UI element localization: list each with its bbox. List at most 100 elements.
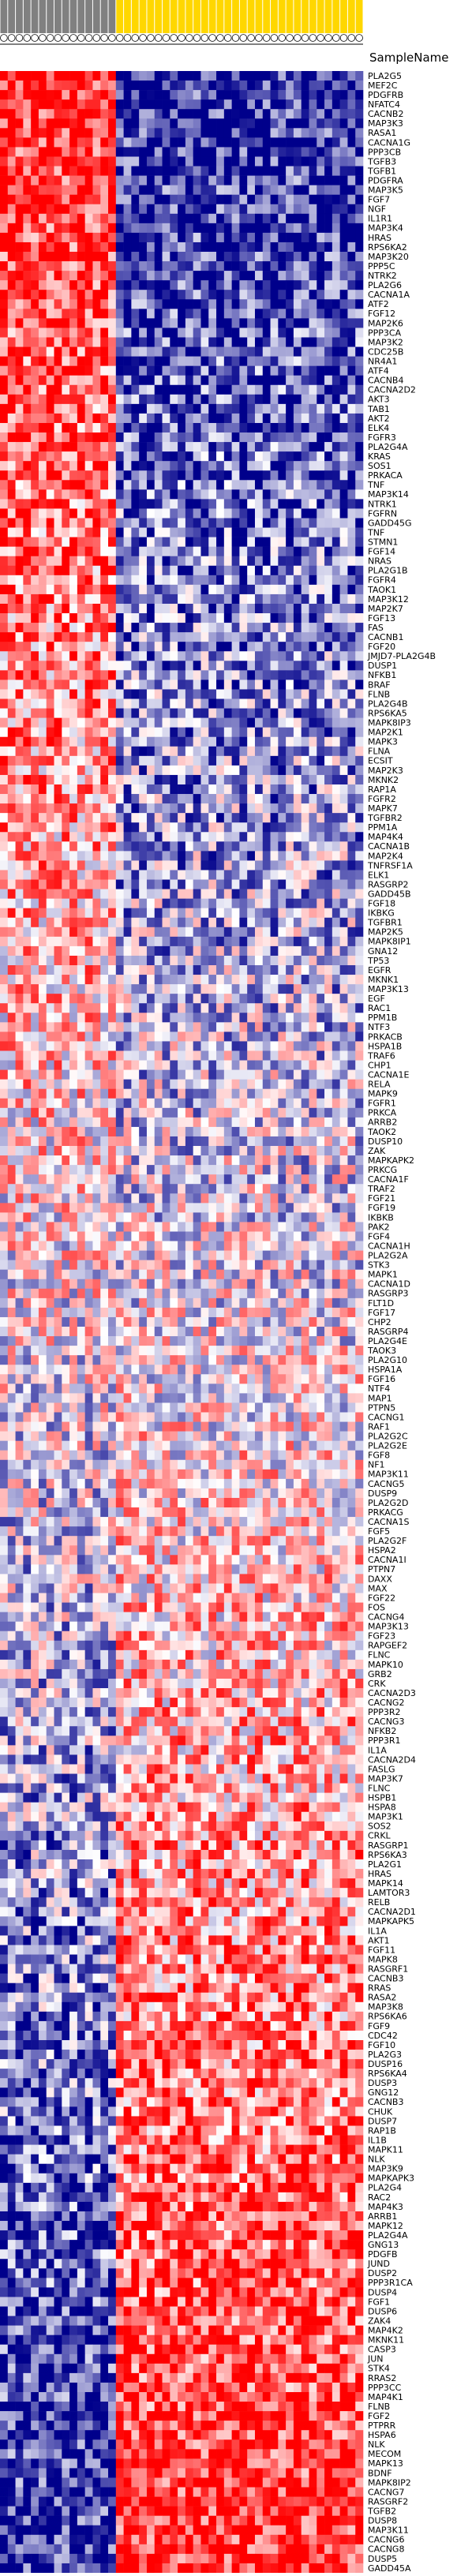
heatmap-cell <box>16 118 24 128</box>
heatmap-cell <box>139 537 147 547</box>
heatmap-cell <box>85 214 93 223</box>
heatmap-cell <box>139 395 147 404</box>
heatmap-cell <box>62 328 69 337</box>
heatmap-cell <box>208 252 216 261</box>
heatmap-cell <box>170 575 178 585</box>
heatmap-cell <box>77 432 85 442</box>
heatmap-cell <box>77 451 85 461</box>
heatmap-cell <box>263 594 271 604</box>
heatmap-cell <box>317 822 324 832</box>
heatmap-cell <box>47 851 54 860</box>
heatmap-cell <box>16 1050 24 1060</box>
heatmap-cell <box>69 670 77 680</box>
heatmap-cell <box>224 118 232 128</box>
heatmap-cell <box>139 290 147 299</box>
heatmap-cell <box>31 556 39 566</box>
heatmap-cell <box>62 556 69 566</box>
heatmap-cell <box>224 1022 232 1032</box>
heatmap-cell <box>247 290 255 299</box>
heatmap-cell <box>271 337 279 346</box>
heatmap-cell <box>77 718 85 728</box>
heatmap-cell <box>77 918 85 927</box>
heatmap-cell <box>286 233 294 242</box>
heatmap-cell <box>347 613 355 623</box>
heatmap-cell <box>108 109 116 118</box>
heatmap-cell <box>232 699 240 709</box>
heatmap-cell <box>247 946 255 956</box>
heatmap-cell <box>302 794 309 803</box>
heatmap-cell <box>347 984 355 994</box>
heatmap-cell <box>92 223 100 233</box>
heatmap-cell <box>170 1013 178 1022</box>
heatmap-cell <box>124 357 132 366</box>
heatmap-cell <box>216 499 224 508</box>
heatmap-cell <box>208 880 216 889</box>
heatmap-cell <box>286 566 294 575</box>
heatmap-cell <box>355 204 363 214</box>
heatmap-cell <box>124 889 132 899</box>
heatmap-cell <box>309 357 317 366</box>
heatmap-cell <box>131 841 139 851</box>
heatmap-cell <box>239 975 247 984</box>
heatmap-cell <box>224 176 232 185</box>
heatmap-cell <box>302 699 309 709</box>
heatmap-cell <box>294 470 302 480</box>
heatmap-cell <box>77 395 85 404</box>
heatmap-cell <box>39 1003 47 1013</box>
heatmap-cell <box>271 889 279 899</box>
heatmap-cell <box>62 442 69 451</box>
heatmap-cell <box>208 575 216 585</box>
heatmap-cell <box>54 946 62 956</box>
heatmap-cell <box>208 499 216 508</box>
heatmap-cell <box>286 214 294 223</box>
heatmap-cell <box>200 832 208 841</box>
heatmap-cell <box>31 299 39 309</box>
heatmap-cell <box>200 975 208 984</box>
heatmap-cell <box>216 918 224 927</box>
heatmap-cell <box>271 195 279 204</box>
heatmap-cell <box>139 176 147 185</box>
heatmap-cell <box>224 451 232 461</box>
heatmap-cell <box>340 461 348 470</box>
heatmap-cell <box>108 737 116 747</box>
heatmap-cell <box>247 442 255 451</box>
heatmap-cell <box>347 242 355 252</box>
heatmap-cell <box>163 147 170 156</box>
heatmap-cell <box>124 737 132 747</box>
heatmap-cell <box>31 499 39 508</box>
heatmap-cell <box>39 860 47 870</box>
heatmap-cell <box>131 328 139 337</box>
heatmap-cell <box>239 585 247 594</box>
heatmap-cell <box>255 975 263 984</box>
heatmap-cell <box>324 280 332 290</box>
heatmap-cell <box>54 1061 62 1070</box>
heatmap-cell <box>92 1003 100 1013</box>
heatmap-cell <box>200 718 208 728</box>
heatmap-cell <box>278 71 286 80</box>
heatmap-cell <box>139 376 147 385</box>
heatmap-cell <box>139 680 147 689</box>
heatmap-cell <box>139 889 147 899</box>
heatmap-cell <box>347 908 355 918</box>
heatmap-cell <box>147 880 155 889</box>
heatmap-cell <box>332 547 340 556</box>
heatmap-cell <box>0 937 8 946</box>
heatmap-cell <box>294 414 302 423</box>
heatmap-cell <box>224 851 232 860</box>
heatmap-cell <box>263 214 271 223</box>
heatmap-cell <box>69 261 77 271</box>
heatmap-cell <box>224 519 232 528</box>
heatmap-cell <box>147 480 155 489</box>
heatmap-cell <box>16 1061 24 1070</box>
heatmap-cell <box>263 80 271 90</box>
heatmap-cell <box>170 1041 178 1050</box>
heatmap-cell <box>8 956 16 965</box>
heatmap-cell <box>108 908 116 918</box>
heatmap-cell <box>247 937 255 946</box>
heatmap-cell <box>0 137 8 147</box>
heatmap-cell <box>23 613 31 623</box>
heatmap-cell <box>77 604 85 613</box>
heatmap-cell <box>62 870 69 879</box>
heatmap-cell <box>271 575 279 585</box>
heatmap-cell <box>193 499 201 508</box>
